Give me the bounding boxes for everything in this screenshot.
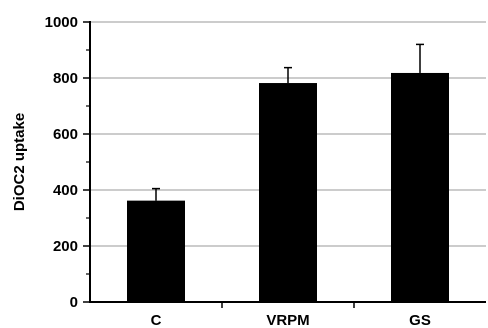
y-tick-labels: 0 200 400 600 800 1000: [45, 14, 78, 311]
y-tick-label: 200: [53, 238, 78, 255]
error-bars: [152, 43, 424, 201]
y-axis-label: DiOC2 uptake: [11, 113, 28, 211]
x-category-label: GS: [409, 312, 431, 328]
y-tick-label: 600: [53, 126, 78, 143]
bar-c: [127, 200, 185, 302]
x-category-label: C: [151, 312, 162, 328]
y-tick-label: 0: [70, 294, 78, 311]
y-tick-label: 800: [53, 70, 78, 87]
y-tick-label: 400: [53, 182, 78, 199]
bar-gs: [391, 72, 449, 303]
x-category-labels: C VRPM GS: [151, 312, 431, 328]
x-category-label: VRPM: [266, 312, 309, 328]
y-tick-label: 1000: [45, 14, 78, 31]
axes: [83, 21, 486, 308]
bars: [127, 72, 449, 303]
bar-vrpm: [259, 83, 317, 302]
